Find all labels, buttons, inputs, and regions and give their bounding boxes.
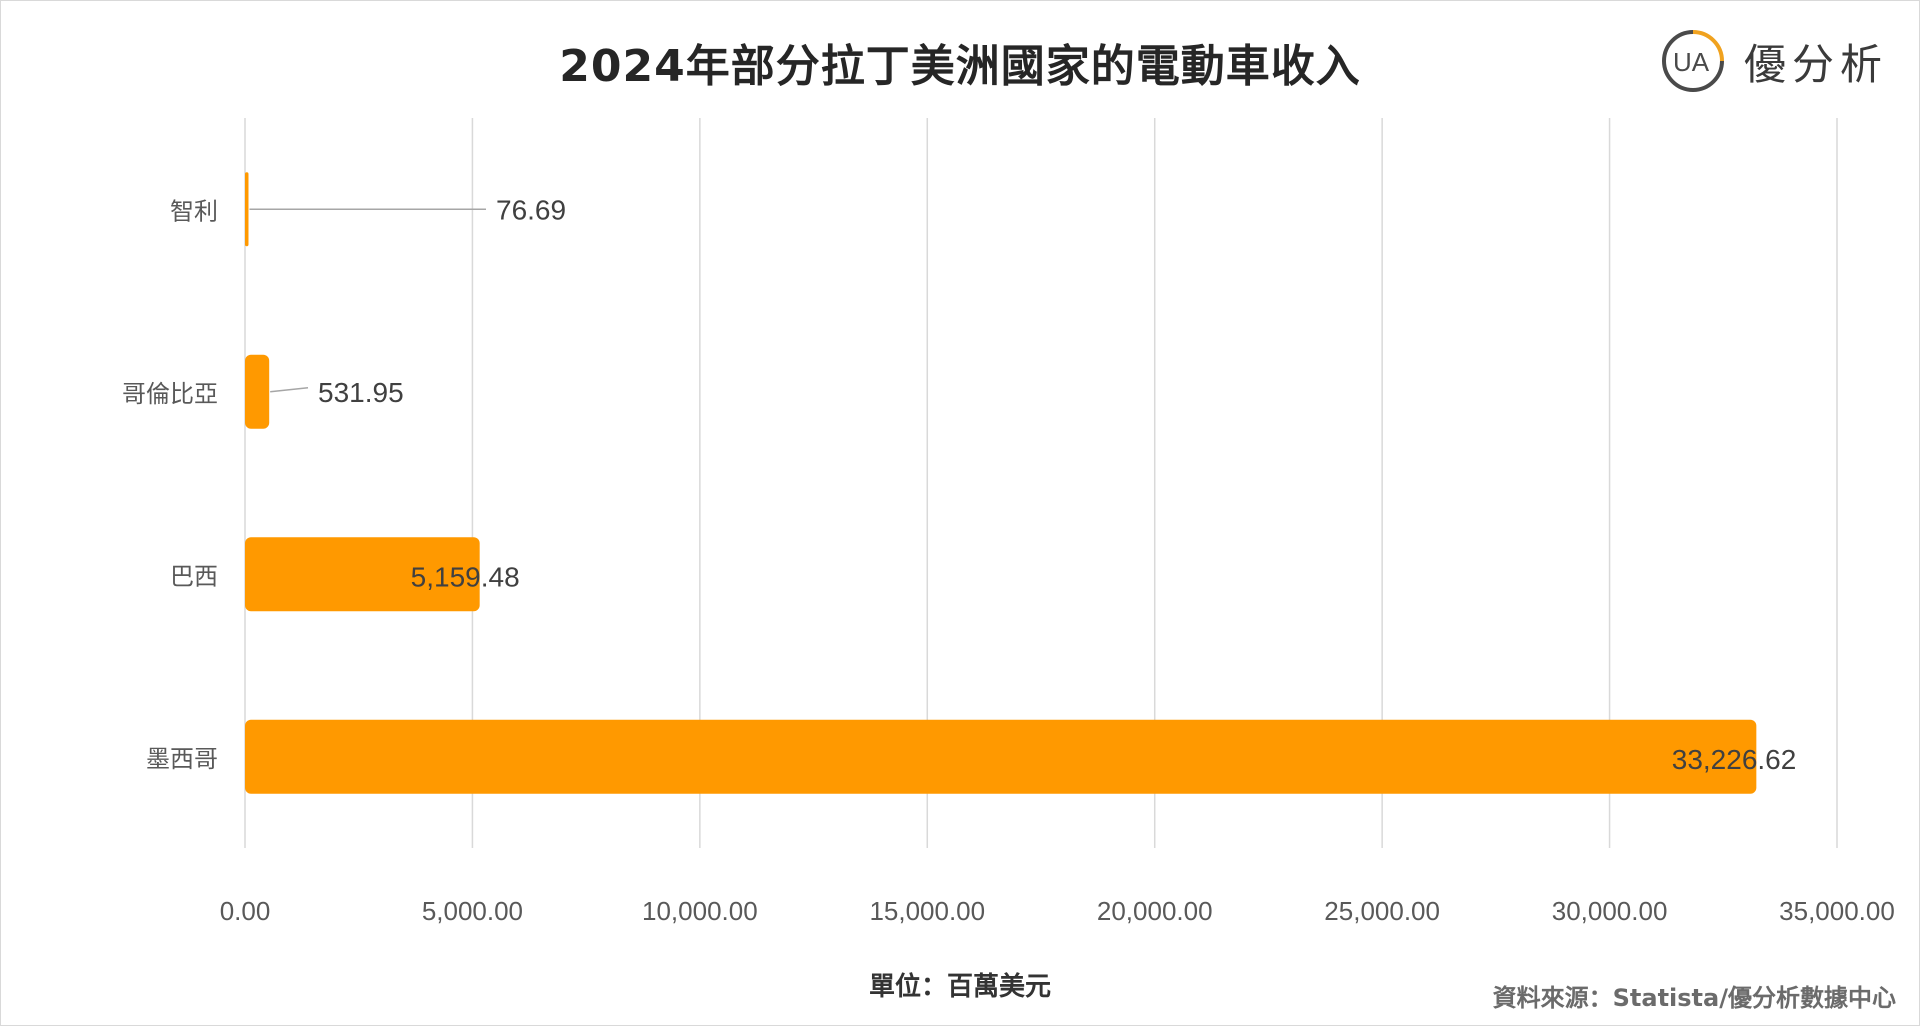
bar: [245, 537, 480, 612]
bars: [245, 172, 1757, 794]
category-label: 巴西: [170, 562, 218, 590]
x-tick-label: 20,000.00: [1097, 896, 1213, 926]
logo-mark-text: UA: [1673, 47, 1710, 77]
leader-line: [270, 387, 309, 393]
x-tick-label: 0.00: [220, 896, 271, 926]
data-label: 33,226.62: [1672, 744, 1797, 775]
x-tick-label: 5,000.00: [422, 896, 523, 926]
unit-label: 單位：百萬美元: [868, 972, 1051, 1002]
data-label: 531.95: [318, 377, 404, 408]
x-tick-label: 10,000.00: [642, 896, 758, 926]
data-label: 5,159.48: [411, 561, 520, 592]
labels: 0.00 5,000.00 10,000.00 15,000.00 20,000.00 2…: [122, 194, 1895, 926]
bar: [245, 719, 1757, 794]
bar: [245, 354, 270, 429]
logo-text: 優分析: [1743, 39, 1888, 89]
category-label: 哥倫比亞: [122, 380, 218, 408]
source-label: 資料來源：Statista/優分析數據中心: [1492, 984, 1896, 1012]
ua-logo-icon: UA: [1662, 30, 1724, 92]
brand-logo: UA 優分析: [1660, 28, 1888, 94]
x-tick-label: 15,000.00: [869, 896, 985, 926]
chart-title: 2024年部分拉丁美洲國家的電動車收入: [559, 41, 1361, 92]
data-label: 76.69: [496, 194, 566, 225]
category-label: 智利: [170, 197, 218, 225]
category-label: 墨西哥: [146, 745, 218, 773]
x-tick-label: 25,000.00: [1324, 896, 1440, 926]
x-tick-label: 35,000.00: [1779, 896, 1895, 926]
bar: [245, 172, 249, 247]
x-tick-label: 30,000.00: [1552, 896, 1668, 926]
